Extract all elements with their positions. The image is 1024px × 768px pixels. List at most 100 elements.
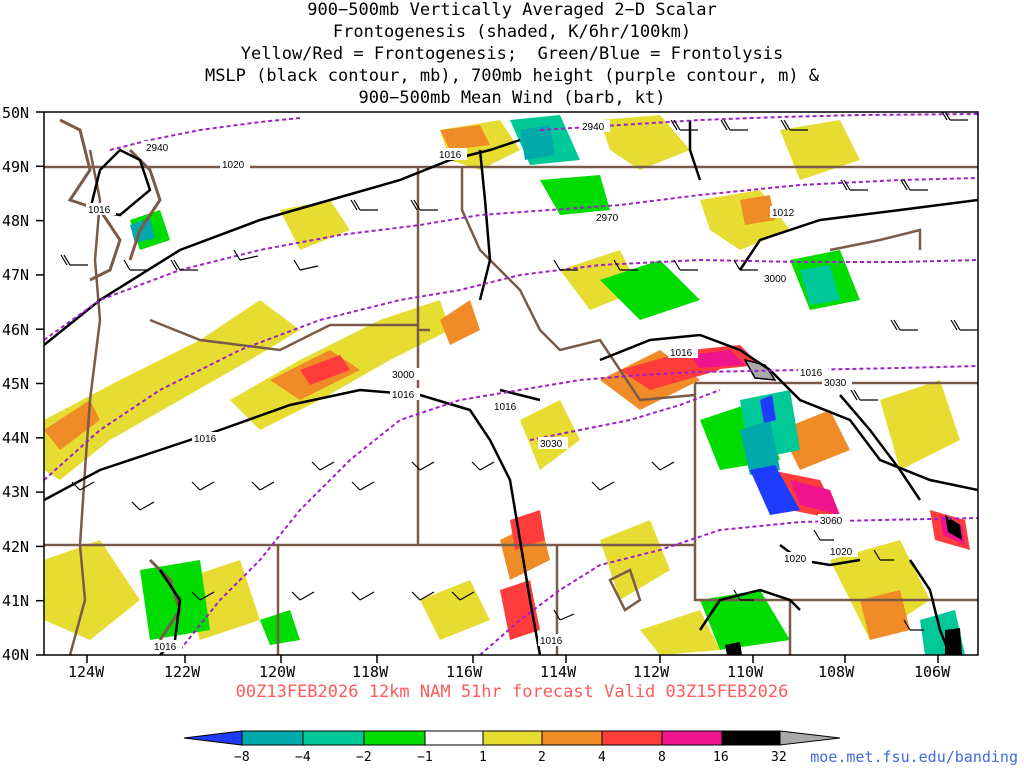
mslp-label-text: 1020: [830, 547, 853, 558]
lon-label: 122W: [164, 663, 201, 681]
lat-label: 46N: [2, 321, 29, 339]
credit-link[interactable]: moe.met.fsu.edu/banding: [810, 748, 1018, 766]
colorbar-bin: [779, 730, 841, 746]
forecast-valid-text: 00Z13FEB2026 12km NAM 51hr forecast Vali…: [235, 682, 789, 702]
height-label-text: 3030: [540, 439, 563, 450]
height-label-text: 3000: [392, 370, 415, 381]
mslp-label: 1012: [770, 206, 800, 219]
title-line-5: 900−500mb Mean Wind (barb, kt): [358, 88, 666, 108]
height-label: 3000: [390, 368, 420, 381]
colorbar-label: 2: [538, 750, 546, 765]
lon-label: 118W: [352, 663, 389, 681]
colorbar-bin: [363, 730, 426, 746]
mslp-label: 1020: [220, 158, 250, 171]
colorbar-bin: [721, 730, 781, 746]
mslp-label-text: 1012: [772, 208, 795, 219]
mslp-label: 1016: [390, 388, 420, 401]
height-label: 3000: [762, 272, 792, 285]
lon-label: 120W: [259, 663, 296, 681]
lon-axis: 124W 122W 120W 118W 116W 114W 112W 110W …: [68, 655, 951, 681]
lat-label: 45N: [2, 375, 29, 393]
height-label-text: 3030: [824, 378, 847, 389]
state-borders: [44, 149, 978, 655]
lon-label: 106W: [914, 663, 951, 681]
height-label: 2970: [594, 211, 624, 224]
colorbar: −8 −4 −2 −1 1 2 4 8 16 32: [183, 730, 841, 765]
lon-label: 108W: [818, 663, 855, 681]
title-line-1: 900−500mb Vertically Averaged 2−D Scalar: [307, 0, 717, 20]
height-label: 3030: [538, 437, 568, 450]
mslp-label-text: 1016: [154, 642, 177, 653]
lat-label: 47N: [2, 266, 29, 284]
colorbar-label: −4: [295, 750, 311, 765]
mslp-label: 1016: [86, 203, 116, 216]
colorbar-label: 16: [713, 750, 729, 765]
lat-label: 48N: [2, 212, 29, 230]
colorbar-bin: [482, 730, 543, 746]
mslp-label-text: 1016: [540, 636, 563, 647]
height-label-text: 2970: [596, 213, 619, 224]
height-label: 3060: [818, 514, 848, 527]
lat-label: 50N: [2, 104, 29, 122]
lon-label: 112W: [633, 663, 670, 681]
height-label: 2940: [580, 120, 610, 133]
lat-label: 42N: [2, 538, 29, 556]
frontogenesis-shading: 1020 1016 1016 1016 1016 1016 1012 1016 …: [44, 112, 978, 655]
title-line-2: Frontogenesis (shaded, K/6hr/100km): [332, 22, 692, 42]
lon-label: 114W: [540, 663, 577, 681]
mslp-label-text: 1020: [784, 554, 807, 565]
colorbar-label: 4: [598, 750, 606, 765]
mslp-label-text: 1020: [222, 160, 245, 171]
lat-label: 41N: [2, 592, 29, 610]
lat-axis: 50N 49N 48N 47N 46N 45N 44N 43N 42N 41N …: [2, 104, 44, 664]
mslp-label-text: 1016: [670, 348, 693, 359]
title-line-3: Yellow/Red = Frontogenesis; Green/Blue =…: [240, 44, 784, 64]
colorbar-bin: [183, 730, 243, 746]
mslp-label: 1016: [437, 148, 467, 161]
mslp-label-text: 1016: [88, 205, 111, 216]
colorbar-bin: [302, 730, 365, 746]
height-label-text: 2940: [146, 143, 169, 154]
lat-label: 49N: [2, 158, 29, 176]
colorbar-label: −2: [356, 750, 372, 765]
lat-label: 40N: [2, 646, 29, 664]
colorbar-bin: [541, 730, 603, 746]
colorbar-label: −1: [417, 750, 433, 765]
colorbar-bin: [241, 730, 304, 746]
colorbar-bin: [601, 730, 663, 746]
mslp-contours: [44, 120, 978, 655]
height-label: 2940: [144, 141, 174, 154]
mslp-label: 1016: [538, 634, 568, 647]
wind-barbs: [60, 112, 978, 631]
mslp-label: 1016: [668, 346, 698, 359]
mslp-label-text: 1016: [392, 390, 415, 401]
colorbar-bin: [424, 730, 484, 746]
mslp-label: 1016: [798, 366, 828, 379]
mslp-label-text: 1016: [439, 150, 462, 161]
mslp-label-text: 1016: [194, 434, 217, 445]
height-label: 3030: [822, 376, 852, 389]
lon-label: 110W: [727, 663, 764, 681]
lon-label: 124W: [68, 663, 105, 681]
height-label-text: 3000: [764, 274, 787, 285]
mslp-label: 1016: [152, 640, 182, 653]
lat-label: 44N: [2, 429, 29, 447]
colorbar-label: 32: [771, 750, 787, 765]
title-line-4: MSLP (black contour, mb), 700mb height (…: [204, 66, 820, 86]
mslp-label: 1020: [782, 552, 812, 565]
colorbar-label: −8: [234, 750, 250, 765]
colorbar-label: 1: [479, 750, 487, 765]
contour-labels: 1020 1016 1016 1016 1016 1016 1012 1016 …: [86, 120, 858, 653]
mslp-label-text: 1016: [494, 402, 517, 413]
colorbar-label: 8: [658, 750, 666, 765]
colorbar-bin: [661, 730, 723, 746]
mslp-label: 1020: [828, 545, 858, 558]
mslp-label: 1016: [492, 400, 522, 413]
mslp-label-text: 1016: [800, 368, 823, 379]
mslp-label: 1016: [192, 432, 222, 445]
height-label-text: 2940: [582, 122, 605, 133]
lon-label: 116W: [446, 663, 483, 681]
lat-label: 43N: [2, 483, 29, 501]
height-label-text: 3060: [820, 516, 843, 527]
